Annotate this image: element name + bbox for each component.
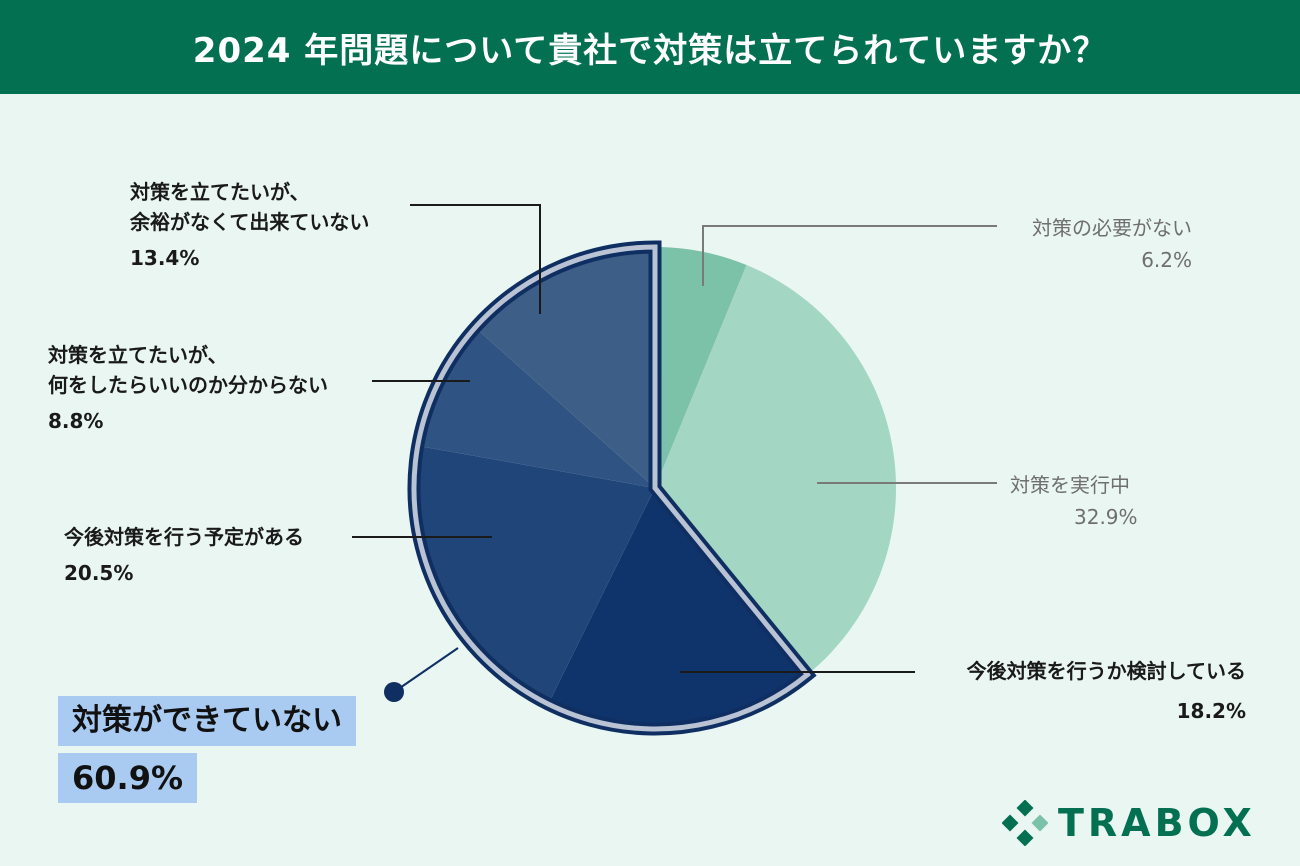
label-considering-value: 18.2% <box>1176 699 1246 723</box>
label-executing: 対策を実行中 32.9% <box>1010 469 1138 533</box>
leader-summary-dot <box>384 682 404 702</box>
highlight-border-inner <box>411 244 811 732</box>
chart-title: 2024 年問題について貴社で対策は立てられていますか？ <box>192 30 1108 71</box>
label-no-need-value: 6.2% <box>1141 248 1192 272</box>
leader-summary <box>393 647 459 693</box>
label-dont-know-line2: 何をしたらいいのか分からない <box>48 373 328 397</box>
label-executing-value: 32.9% <box>1074 505 1138 529</box>
leader-no-capacity <box>410 204 541 314</box>
pie-slice-considering <box>548 488 808 729</box>
label-no-capacity-value: 13.4% <box>130 246 200 270</box>
label-considering: 今後対策を行うか検討している 18.2% <box>967 656 1246 726</box>
diamond-mark-icon <box>1002 800 1048 846</box>
header-bar: 2024 年問題について貴社で対策は立てられていますか？ <box>0 0 1300 94</box>
label-no-need-text: 対策の必要がない <box>1032 216 1192 240</box>
label-executing-text: 対策を実行中 <box>1010 473 1130 497</box>
label-dont-know: 対策を立てたいが、 何をしたらいいのか分からない 8.8% <box>48 340 328 436</box>
summary-value-box: 60.9% <box>58 753 198 803</box>
label-planned: 今後対策を行う予定がある 20.5% <box>64 522 304 588</box>
label-no-capacity: 対策を立てたいが、 余裕がなくて出来ていない 13.4% <box>130 177 369 273</box>
label-dont-know-value: 8.8% <box>48 409 104 433</box>
pie-slice-no-need <box>655 247 747 488</box>
trabox-logo: TRABOX <box>1002 796 1256 850</box>
label-no-need: 対策の必要がない 6.2% <box>1032 212 1192 276</box>
logo-text: TRABOX <box>1058 801 1256 845</box>
label-planned-value: 20.5% <box>64 561 134 585</box>
label-dont-know-line1: 対策を立てたいが、 <box>48 343 228 367</box>
summary-label-box: 対策ができていない <box>58 696 356 746</box>
label-no-capacity-line2: 余裕がなくて出来ていない <box>130 210 370 234</box>
pie-slice-dont-know <box>417 327 655 488</box>
label-considering-text: 今後対策を行うか検討している <box>966 659 1246 683</box>
leader-no-need <box>702 225 997 286</box>
pie-slice-no-capacity <box>475 246 655 488</box>
label-planned-text: 今後対策を行う予定がある <box>64 525 304 549</box>
label-no-capacity-line1: 対策を立てたいが、 <box>130 180 310 204</box>
pie-slice-executing <box>655 265 897 675</box>
